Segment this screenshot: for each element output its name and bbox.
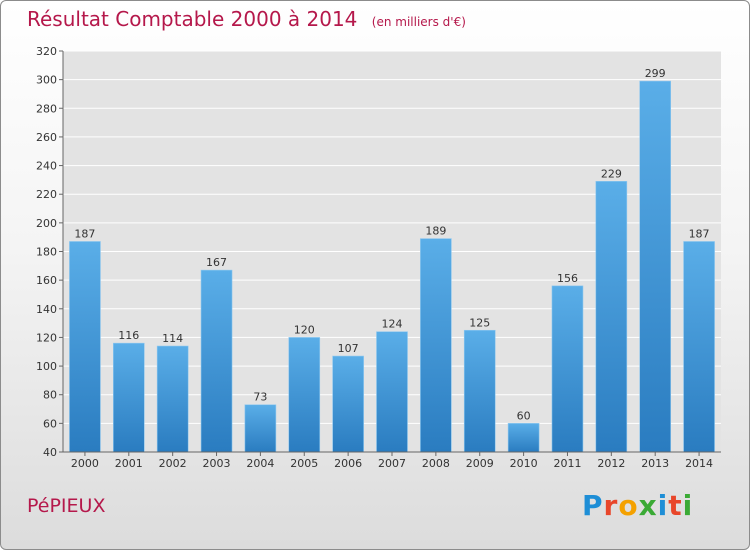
logo-letter: o [618, 489, 639, 522]
y-tick-label: 240 [36, 160, 57, 173]
y-tick-label: 180 [36, 246, 57, 259]
bar-value-label: 187 [74, 227, 95, 240]
y-tick-label: 120 [36, 331, 57, 344]
bar-2011 [551, 285, 584, 453]
chart-title: Résultat Comptable 2000 à 2014 (en milli… [27, 7, 466, 31]
x-tick-label: 2008 [422, 457, 450, 470]
commune-name: PéPIEUX [27, 495, 106, 517]
logo-letter: x [638, 489, 658, 522]
x-tick-label: 2004 [246, 457, 274, 470]
x-tick-label: 2003 [203, 457, 231, 470]
y-tick-label: 100 [36, 360, 57, 373]
logo-letter: i [657, 489, 669, 522]
y-tick-label: 80 [43, 389, 57, 402]
bar-2009 [463, 329, 496, 453]
x-tick-label: 2013 [641, 457, 669, 470]
bar-value-label: 125 [469, 316, 490, 329]
bar-2010 [507, 423, 540, 453]
y-tick-label: 200 [36, 217, 57, 230]
bar-2001 [113, 342, 145, 453]
logo-letter: t [668, 489, 683, 522]
x-tick-label: 2001 [115, 457, 143, 470]
bar-value-label: 73 [253, 391, 267, 404]
logo-letter: P [582, 489, 604, 522]
y-tick-label: 300 [36, 74, 57, 87]
bar-value-label: 116 [118, 329, 139, 342]
bar-2007 [376, 331, 408, 453]
bar-value-label: 124 [382, 318, 403, 331]
bar-value-label: 120 [294, 323, 315, 336]
logo-letter: r [603, 489, 619, 522]
bar-2003 [200, 269, 233, 453]
x-tick-label: 2000 [71, 457, 99, 470]
bar-2008 [420, 238, 452, 453]
y-tick-label: 280 [36, 102, 57, 115]
bar-value-label: 189 [425, 225, 446, 238]
bar-value-label: 114 [162, 332, 183, 345]
x-tick-label: 2011 [553, 457, 581, 470]
bar-2014 [683, 241, 715, 453]
x-tick-label: 2009 [466, 457, 494, 470]
bar-value-label: 156 [557, 272, 578, 285]
x-tick-label: 2007 [378, 457, 406, 470]
bar-2004 [244, 404, 277, 453]
x-tick-label: 2014 [685, 457, 713, 470]
y-tick-label: 140 [36, 303, 57, 316]
bar-2002 [156, 345, 189, 453]
bar-value-label: 107 [338, 342, 359, 355]
bar-value-label: 60 [517, 409, 531, 422]
y-tick-label: 160 [36, 274, 57, 287]
x-tick-label: 2012 [597, 457, 625, 470]
y-tick-label: 220 [36, 188, 57, 201]
bar-2005 [288, 337, 321, 453]
bar-value-label: 299 [645, 67, 666, 80]
x-tick-label: 2006 [334, 457, 362, 470]
chart-title-text: Résultat Comptable 2000 à 2014 [27, 7, 358, 31]
x-tick-label: 2002 [159, 457, 187, 470]
bar-2012 [595, 181, 628, 453]
y-tick-label: 260 [36, 131, 57, 144]
bar-2006 [332, 355, 364, 453]
chart-subtitle: (en milliers d'€) [371, 15, 466, 29]
bar-value-label: 229 [601, 167, 622, 180]
x-tick-label: 2005 [290, 457, 318, 470]
x-tick-label: 2010 [510, 457, 538, 470]
bar-value-label: 187 [689, 227, 710, 240]
bar-2000 [69, 241, 101, 453]
y-tick-label: 40 [43, 446, 57, 459]
y-tick-label: 320 [36, 45, 57, 58]
proxiti-logo: Proxiti [582, 489, 693, 522]
logo-letter: i [682, 489, 694, 522]
bar-2013 [639, 80, 672, 453]
bar-value-label: 167 [206, 256, 227, 269]
y-tick-label: 60 [43, 417, 57, 430]
